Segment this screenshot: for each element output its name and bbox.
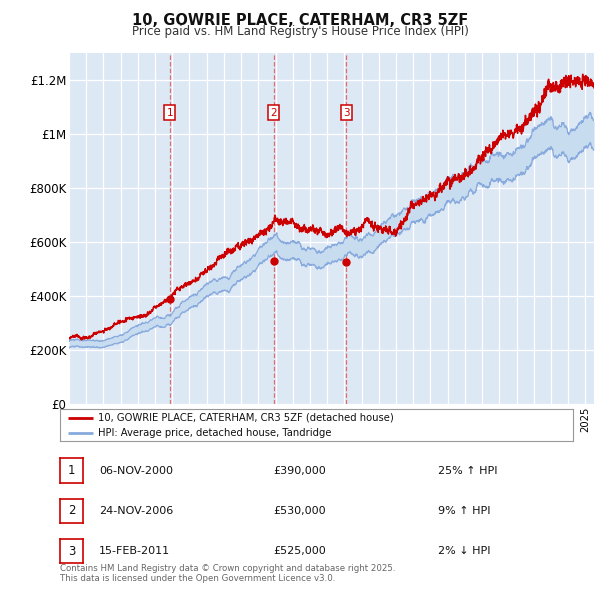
- Text: 3: 3: [343, 107, 350, 117]
- Text: 2% ↓ HPI: 2% ↓ HPI: [438, 546, 491, 556]
- Text: 10, GOWRIE PLACE, CATERHAM, CR3 5ZF (detached house): 10, GOWRIE PLACE, CATERHAM, CR3 5ZF (det…: [98, 412, 394, 422]
- Text: 1: 1: [68, 464, 75, 477]
- Text: 24-NOV-2006: 24-NOV-2006: [99, 506, 173, 516]
- Text: 9% ↑ HPI: 9% ↑ HPI: [438, 506, 491, 516]
- Text: 2: 2: [271, 107, 277, 117]
- Text: 3: 3: [68, 545, 75, 558]
- Text: £530,000: £530,000: [274, 506, 326, 516]
- Text: 2: 2: [68, 504, 75, 517]
- Text: Price paid vs. HM Land Registry's House Price Index (HPI): Price paid vs. HM Land Registry's House …: [131, 25, 469, 38]
- Text: £525,000: £525,000: [274, 546, 326, 556]
- Text: Contains HM Land Registry data © Crown copyright and database right 2025.
This d: Contains HM Land Registry data © Crown c…: [60, 563, 395, 583]
- Text: 10, GOWRIE PLACE, CATERHAM, CR3 5ZF: 10, GOWRIE PLACE, CATERHAM, CR3 5ZF: [132, 13, 468, 28]
- Text: 25% ↑ HPI: 25% ↑ HPI: [438, 466, 497, 476]
- Text: £390,000: £390,000: [274, 466, 326, 476]
- Text: 06-NOV-2000: 06-NOV-2000: [99, 466, 173, 476]
- Text: HPI: Average price, detached house, Tandridge: HPI: Average price, detached house, Tand…: [98, 428, 332, 438]
- Text: 15-FEB-2011: 15-FEB-2011: [99, 546, 170, 556]
- Text: 1: 1: [166, 107, 173, 117]
